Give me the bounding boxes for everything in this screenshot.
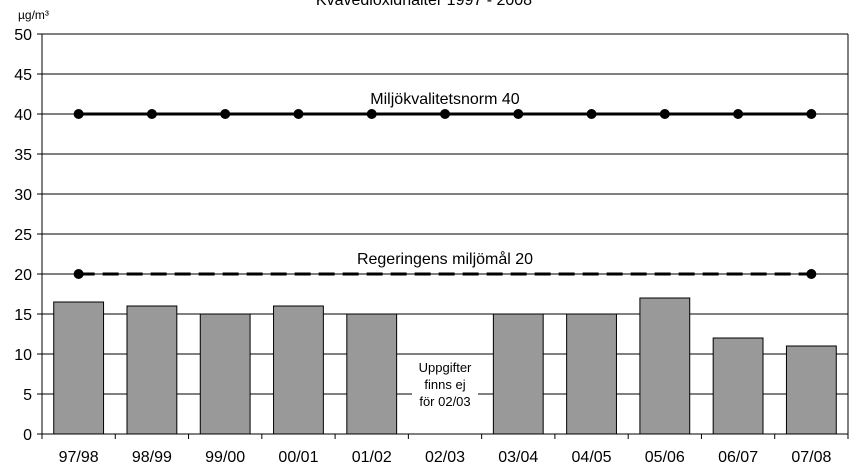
y-tick-label: 35	[14, 147, 32, 164]
x-tick-label: 05/06	[645, 449, 685, 466]
reference-marker	[73, 109, 84, 119]
reference-marker	[440, 109, 450, 119]
bar-00/01	[273, 305, 324, 435]
y-tick-label: 15	[14, 307, 32, 324]
missing-data-note-line: finns ej	[424, 377, 465, 392]
y-tick-label: 0	[23, 427, 32, 444]
y-tick-label: 20	[14, 267, 32, 284]
y-tick-label: 50	[14, 27, 32, 44]
reference-marker	[733, 109, 744, 119]
bar-04/05	[566, 313, 617, 435]
x-tick-label: 98/99	[132, 449, 172, 466]
bar-99/00	[199, 313, 251, 435]
x-tick-label: 03/04	[498, 449, 538, 466]
axes	[37, 33, 849, 439]
reference-line-label: Regeringens miljömål 20	[357, 250, 533, 268]
y-tick-label: 5	[23, 387, 32, 404]
y-tick-labels: 0 5 10 15 20 25 30 35 40 45 50	[14, 27, 32, 444]
y-tick-label: 30	[14, 187, 32, 204]
reference-marker	[586, 109, 597, 119]
x-tick-label: 02/03	[425, 449, 465, 466]
x-tick-label: 99/00	[205, 449, 245, 466]
chart-title: Kvävedioxidhalter 1997 - 2008	[316, 0, 532, 9]
reference-marker	[293, 109, 304, 119]
reference-marker	[366, 109, 377, 119]
reference-marker	[73, 269, 84, 279]
missing-data-note-line: för 02/03	[419, 394, 470, 409]
x-tick-label: 01/02	[352, 449, 392, 466]
missing-data-note-line: Uppgifter	[419, 360, 472, 375]
reference-marker	[806, 109, 817, 119]
reference-marker	[806, 269, 817, 279]
missing-data-note: Uppgifter finns ej för 02/03	[412, 358, 478, 413]
x-tick-labels: 97/98 98/99 99/00 00/01 01/02 02/03 03/04 04/05…	[59, 449, 832, 466]
bar-07/08	[785, 345, 837, 435]
reference-marker	[513, 109, 524, 119]
bar-97/98	[53, 301, 105, 435]
y-tick-label: 45	[14, 67, 32, 84]
x-tick-label: 07/08	[791, 449, 831, 466]
y-tick-label: 40	[14, 107, 32, 124]
bar-01/02	[346, 313, 398, 435]
reference-lines: Miljökvalitetsnorm 40 Regeringens miljömå…	[73, 91, 817, 279]
y-tick-label: 10	[14, 347, 32, 364]
bar-03/04	[492, 313, 544, 435]
y-tick-label: 25	[14, 227, 32, 244]
reference-marker	[220, 109, 231, 119]
reference-marker	[659, 109, 670, 119]
reference-marker	[146, 109, 157, 119]
x-tick-label: 06/07	[718, 449, 758, 466]
y-axis-unit: µg/m³	[18, 8, 49, 22]
reference-line-label: Miljökvalitetsnorm 40	[370, 91, 519, 108]
x-tick-label: 04/05	[572, 449, 612, 466]
bar-98/99	[126, 305, 178, 435]
x-tick-label: 00/01	[278, 449, 318, 466]
note-background	[412, 358, 478, 413]
x-tick-label: 97/98	[59, 449, 99, 466]
bar-05/06	[639, 297, 691, 435]
bar-06/07	[712, 337, 764, 435]
